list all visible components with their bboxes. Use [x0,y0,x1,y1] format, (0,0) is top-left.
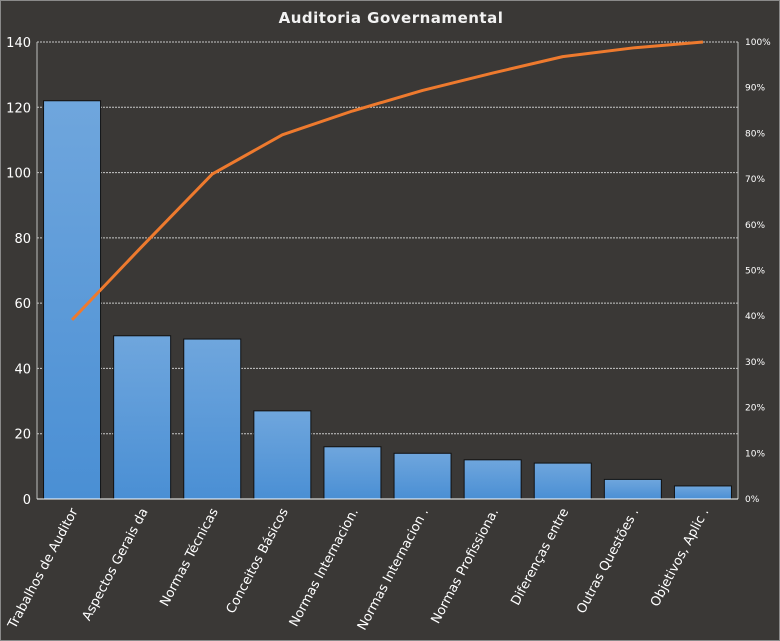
y2-axis-ticks: 0% 10% 20% 30% 40% 50% 60% 70% 80% 90% 100% [745,38,771,505]
y-tick-label: 20 [14,428,31,443]
y2-tick-label: 90% [745,84,765,94]
y-axis-ticks: 0 20 40 60 80 100 120 140 [6,36,31,508]
y-tick-label: 80 [14,232,31,247]
bar [603,478,662,500]
y2-tick-label: 40% [745,312,765,322]
x-tick-label: Trabalhos de Auditor [5,505,82,632]
bar [253,410,312,500]
x-tick-label: Diferenças entre [508,506,572,608]
chart-title: Auditoria Governamental [279,9,504,27]
bar [463,459,522,500]
y-tick-label: 0 [23,493,31,508]
x-tick-label: Normas Internacion . [355,506,432,633]
x-tick-label: Conceitos Básicos [224,506,292,617]
y2-tick-label: 0% [745,495,760,505]
x-tick-label: Normas Internacion. [287,506,362,630]
x-tick-label: Normas Profissiona. [429,506,503,627]
y2-tick-label: 70% [745,175,765,185]
bar [673,485,732,500]
y-tick-label: 60 [14,297,31,312]
cumulative-line [70,40,704,321]
y-tick-label: 140 [6,36,31,51]
bar [183,338,242,500]
x-tick-label: Aspectos Gerais da [80,506,152,624]
bar [323,446,382,500]
y-tick-label: 100 [6,167,31,182]
bar [113,335,172,500]
bar [533,462,592,500]
axes [36,42,739,500]
x-tick-label: Objetivos, Aplic . [648,506,713,610]
y2-tick-label: 10% [745,449,765,459]
y2-tick-label: 60% [745,221,765,231]
y2-tick-label: 30% [745,358,765,368]
y2-tick-label: 100% [745,38,771,48]
y2-tick-label: 80% [745,129,765,139]
y2-tick-label: 50% [745,267,765,277]
x-tick-label: Normas Técnicas [157,506,221,609]
cumulative-line-path [70,40,704,321]
x-tick-label: Outras Questões . [574,506,642,616]
bar [393,452,452,500]
bars [43,100,732,500]
y-tick-label: 40 [14,362,31,377]
y2-tick-label: 20% [745,404,765,414]
y-tick-label: 120 [6,101,31,116]
